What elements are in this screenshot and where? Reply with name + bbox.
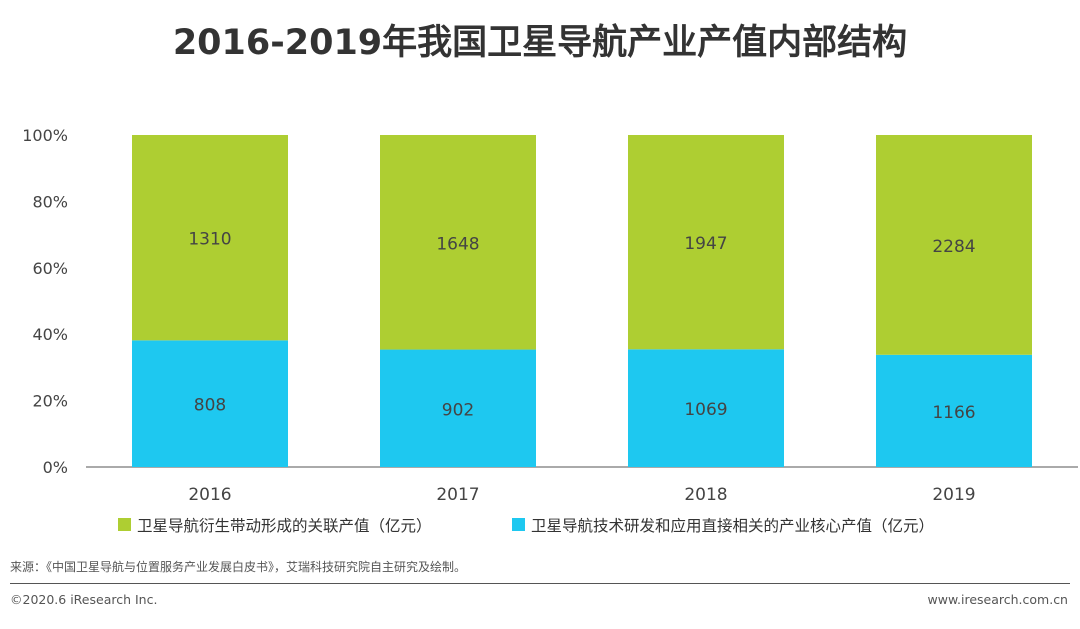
y-tick-label: 0%	[43, 458, 68, 477]
data-label: 1648	[436, 234, 479, 254]
data-label: 1069	[684, 400, 727, 420]
bar-segment-2019-1	[876, 135, 1032, 355]
stacked-bar-chart: 0% 20% 40% 60% 80% 100% 808 1310 2016 902 1648 2017…	[22, 126, 1078, 535]
copyright-text: ©2020.6 iResearch Inc.	[10, 592, 158, 607]
y-tick-label: 40%	[32, 325, 68, 344]
data-label: 902	[442, 400, 474, 420]
x-tick-label: 2018	[684, 485, 727, 505]
y-tick-label: 80%	[32, 192, 68, 211]
legend-label: 卫星导航衍生带动形成的关联产值（亿元）	[137, 517, 432, 535]
y-tick-label: 60%	[32, 259, 68, 278]
legend-swatch	[118, 518, 131, 531]
bar-segment-2018-0	[628, 349, 784, 467]
footer-divider	[10, 583, 1070, 584]
bar-segment-2016-0	[132, 340, 288, 467]
bar-segment-2019-0	[876, 354, 1032, 467]
website-link[interactable]: www.iresearch.com.cn	[927, 592, 1069, 607]
x-tick-label: 2019	[932, 485, 975, 505]
data-label: 1947	[684, 234, 727, 254]
x-tick-label: 2017	[436, 485, 479, 505]
source-note: 来源：《中国卫星导航与位置服务产业发展白皮书》，艾瑞科技研究院自主研究及绘制。	[10, 560, 467, 574]
bar-segment-2018-1	[628, 135, 784, 350]
data-label: 2284	[932, 237, 975, 257]
data-label: 1310	[188, 230, 231, 250]
bar-segment-2016-1	[132, 135, 288, 341]
legend-swatch	[512, 518, 525, 531]
data-label: 808	[194, 396, 226, 416]
bar-segment-2017-0	[380, 349, 536, 467]
y-tick-label: 20%	[32, 392, 68, 411]
chart-title: 2016-2019年我国卫星导航产业产值内部结构	[172, 23, 908, 63]
bar-segment-2017-1	[380, 135, 536, 350]
legend-label: 卫星导航技术研发和应用直接相关的产业核心产值（亿元）	[531, 516, 934, 535]
data-label: 1166	[932, 403, 975, 423]
y-tick-label: 100%	[22, 126, 68, 145]
x-tick-label: 2016	[188, 485, 231, 505]
